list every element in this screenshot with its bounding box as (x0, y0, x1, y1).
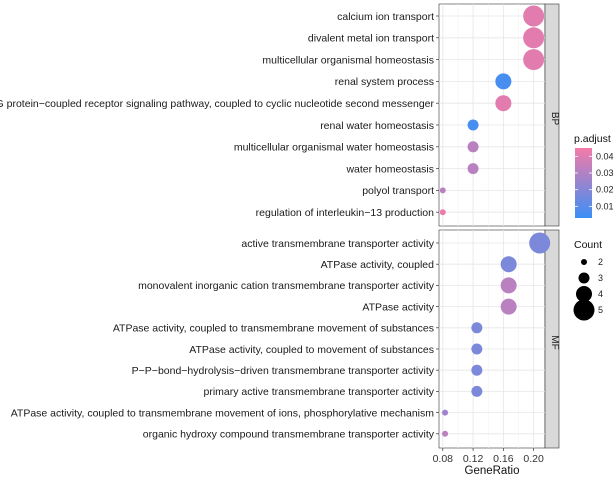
term-label: organic hydroxy compound transmembrane t… (143, 429, 435, 441)
color-legend-title: p.adjust (574, 133, 611, 145)
size-legend-label: 2 (598, 257, 603, 267)
data-point (467, 119, 479, 131)
term-label: P−P−bond−hydrolysis−driven transmembrane… (132, 365, 435, 377)
bp-strip (544, 3, 560, 227)
term-labels: calcium ion transport divalent metal ion … (0, 11, 439, 441)
data-point (467, 141, 479, 153)
data-point (500, 277, 517, 294)
term-label: ATPase activity (362, 301, 434, 313)
size-legend-dot (578, 272, 590, 284)
color-legend-ticks: 0.01 0.02 0.03 0.04 (575, 151, 614, 211)
data-point (471, 385, 483, 397)
bp-strip-label: BP (549, 112, 560, 126)
data-point (495, 95, 512, 112)
term-label: regulation of interleukin−13 production (256, 207, 434, 219)
x-tick-label: 0.20 (523, 453, 544, 465)
term-label: ATPase activity, coupled to movement of … (189, 344, 434, 356)
color-legend-tick-label: 0.04 (596, 151, 614, 161)
color-legend-bar (575, 148, 592, 218)
size-legend-label: 5 (598, 305, 603, 315)
data-point (523, 49, 545, 71)
data-point (442, 430, 449, 437)
size-legend-dot (573, 299, 595, 321)
term-label: polyol transport (362, 185, 434, 197)
term-label: primary active transmembrane transporter… (204, 386, 435, 398)
term-label: active transmembrane transporter activit… (241, 238, 434, 250)
x-tick-label: 0.16 (493, 453, 514, 465)
term-label: monovalent inorganic cation transmembran… (138, 280, 435, 292)
term-label: ATPase activity, coupled (321, 259, 435, 271)
term-label: ATPase activity, coupled to transmembran… (11, 407, 435, 419)
size-legend-items: 2 3 4 5 (573, 257, 603, 321)
data-point (471, 322, 483, 334)
mf-panel-background (438, 229, 546, 449)
size-legend-title: Count (574, 239, 602, 251)
x-tick-label: 0.12 (463, 453, 484, 465)
data-point (523, 27, 545, 49)
mf-strip-label: MF (549, 335, 560, 349)
data-point (467, 163, 479, 175)
term-label: G protein−coupled receptor signaling pat… (0, 98, 434, 110)
term-label: divalent metal ion transport (308, 33, 434, 45)
data-point (500, 256, 517, 273)
size-legend-label: 4 (598, 289, 603, 299)
term-label: water homeostasis (345, 163, 434, 175)
term-label: renal water homeostasis (320, 120, 434, 132)
data-point (471, 364, 483, 376)
color-legend-tick-label: 0.02 (596, 185, 614, 195)
data-point (523, 5, 545, 27)
size-legend-label: 3 (598, 273, 603, 283)
data-point (529, 232, 551, 254)
term-label: renal system process (335, 76, 434, 88)
data-point (495, 73, 512, 90)
term-label: multicellular organismal homeostasis (262, 54, 434, 66)
term-label: calcium ion transport (337, 11, 434, 23)
data-point (471, 343, 483, 355)
data-point (439, 187, 446, 194)
data-point (442, 409, 449, 416)
data-points (439, 5, 551, 437)
size-legend-dot (576, 286, 592, 302)
data-point (439, 209, 446, 216)
color-legend-tick-label: 0.03 (596, 168, 614, 178)
mf-strip (544, 229, 560, 449)
color-legend-tick-label: 0.01 (596, 201, 614, 211)
x-axis-title: GeneRatio (465, 465, 520, 477)
x-axis: 0.08 0.12 0.16 0.20 (433, 448, 544, 465)
term-label: ATPase activity, coupled to transmembran… (113, 323, 434, 335)
data-point (500, 298, 517, 315)
size-legend-dot (581, 259, 587, 265)
x-tick-label: 0.08 (433, 453, 454, 465)
term-label: multicellular organismal water homeostas… (234, 142, 434, 154)
